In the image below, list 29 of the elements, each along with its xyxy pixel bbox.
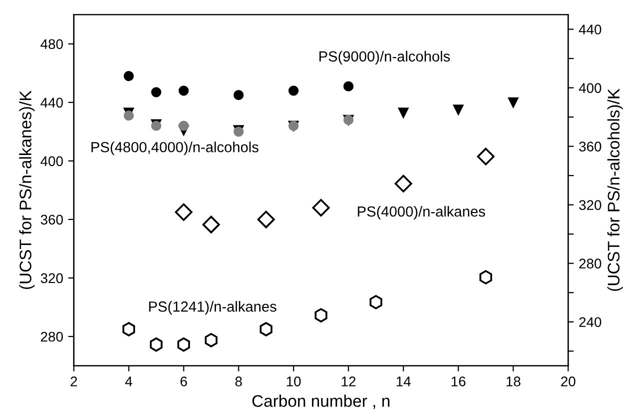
y2-tick-label: 400	[578, 83, 602, 93]
x-tick-label: 12	[342, 376, 356, 386]
y-tick-label: 320	[40, 273, 63, 284]
series-label: PS(1241)/n-alkanes	[149, 301, 276, 315]
text: PS(9000)/n-alcohols	[319, 50, 450, 64]
x-tick-label: 8	[235, 376, 242, 386]
x-tick-label: 4	[125, 376, 132, 386]
y2-tick-label: 360	[579, 142, 602, 152]
y-tick-label: 440	[40, 98, 63, 108]
y-tick-label: 280	[40, 332, 63, 342]
x-tick-label: 16	[452, 376, 466, 386]
y-tick-label: 360	[40, 214, 63, 225]
x-tick-label: 6	[180, 376, 187, 386]
y2-tick-label: 320	[579, 200, 602, 210]
y-tick-label: 400	[40, 156, 63, 166]
y2-tick-label: 280	[579, 258, 602, 269]
y2-tick-label: 240	[579, 317, 602, 328]
y2-tick-label: 440	[578, 24, 602, 34]
x-tick-label: 10	[286, 376, 301, 386]
y-tick-label: 480	[40, 39, 63, 50]
x-tick-label: 2	[70, 376, 77, 386]
x-tick-label: 20	[561, 376, 576, 386]
x-tick-label: 18	[506, 376, 520, 386]
y2-axis-title: (UCST for PS/n-alcohols)/K	[607, 88, 623, 291]
x-tick-label: 14	[396, 376, 411, 386]
y-axis-title: (UCST for PS/n-alkanes)/K	[19, 90, 35, 290]
x-axis-title: Carbon number , n	[252, 394, 390, 409]
series-label: PS(4000)/n-alkanes	[358, 206, 486, 220]
series-label: PS(4800,4000)/n-alcohols	[92, 142, 258, 156]
